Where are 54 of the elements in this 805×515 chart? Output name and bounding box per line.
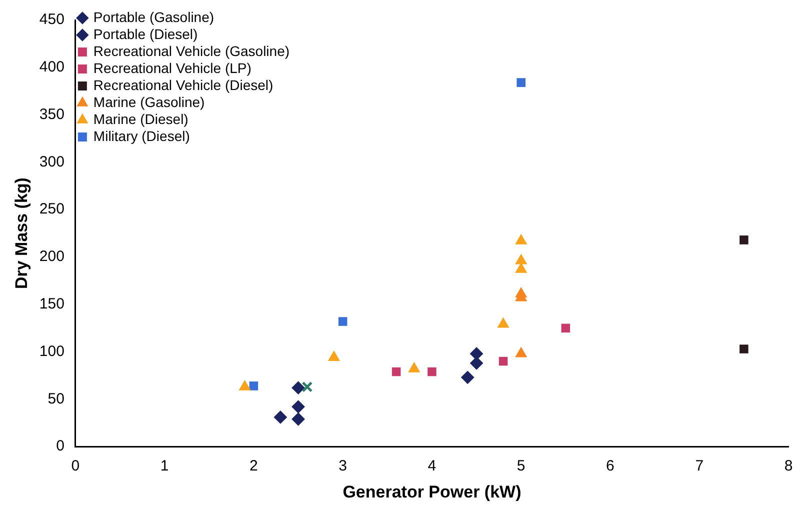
legend-label: Recreational Vehicle (LP) xyxy=(93,60,252,76)
y-tick-label: 200 xyxy=(39,248,64,266)
point xyxy=(561,324,570,332)
point xyxy=(470,347,484,360)
point xyxy=(516,78,526,87)
point xyxy=(292,412,305,426)
point xyxy=(292,400,305,414)
point xyxy=(328,350,340,361)
legend-label: Marine (Gasoline) xyxy=(93,94,205,110)
point xyxy=(292,381,305,394)
legend-label: Marine (Diesel) xyxy=(93,110,188,127)
legend-label: Military (Diesel) xyxy=(93,128,190,144)
legend-label: Portable (Gasoline) xyxy=(93,8,214,25)
point xyxy=(515,347,527,358)
y-axis-title: Dry Mass (kg) xyxy=(12,178,31,290)
point xyxy=(249,382,258,390)
y-tick-label: 400 xyxy=(39,58,64,76)
point xyxy=(740,344,748,354)
point xyxy=(408,362,420,372)
y-tick-label: 250 xyxy=(39,200,64,218)
x-tick-label: 0 xyxy=(71,458,80,475)
y-tick-label: 0 xyxy=(56,438,64,455)
point xyxy=(428,367,436,376)
x-tick-label: 2 xyxy=(250,458,258,475)
point xyxy=(302,381,313,392)
point xyxy=(274,410,287,424)
point xyxy=(498,356,508,366)
legend-label: Portable (Diesel) xyxy=(93,26,198,42)
point xyxy=(740,236,748,244)
x-tick-label: 6 xyxy=(606,458,614,475)
y-tick-label: 350 xyxy=(39,106,64,123)
x-tick-label: 1 xyxy=(160,458,169,475)
x-tick-label: 4 xyxy=(428,458,436,475)
x-tick-label: 8 xyxy=(784,458,793,475)
point xyxy=(239,380,250,390)
point xyxy=(515,254,527,264)
x-tick-label: 3 xyxy=(338,458,347,475)
point xyxy=(498,318,509,328)
x-tick-label: 7 xyxy=(695,458,704,475)
x-tick-label: 5 xyxy=(516,458,526,475)
point xyxy=(515,234,527,244)
y-tick-label: 450 xyxy=(39,11,64,28)
legend-label: Recreational Vehicle (Diesel) xyxy=(93,76,274,93)
y-tick-label: 150 xyxy=(39,296,64,313)
point xyxy=(392,367,401,376)
x-axis-title: Generator Power (kW) xyxy=(342,482,522,502)
y-tick-label: 300 xyxy=(39,153,64,170)
point xyxy=(338,317,348,326)
y-tick-label: 100 xyxy=(39,342,64,360)
legend-label: Recreational Vehicle (Gasoline) xyxy=(93,42,290,59)
point xyxy=(470,356,484,370)
y-tick-label: 50 xyxy=(48,390,64,408)
point xyxy=(515,262,527,273)
point xyxy=(461,370,474,384)
